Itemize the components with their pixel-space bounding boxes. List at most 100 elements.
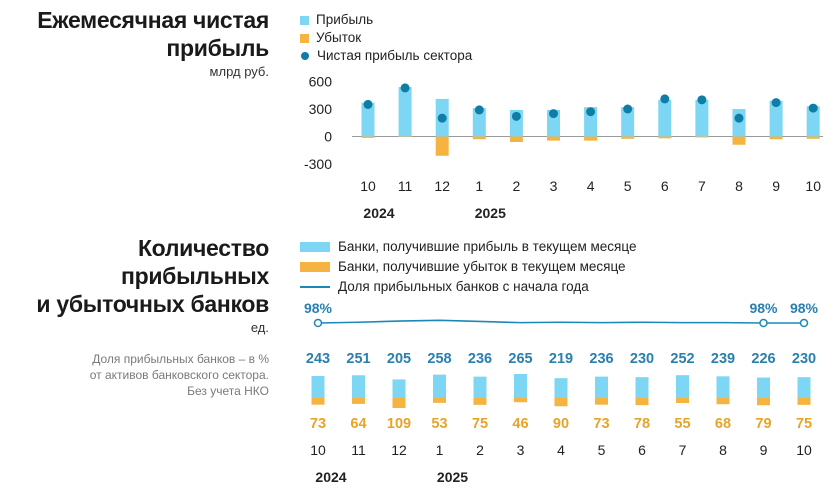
loss-banks-label: 46: [512, 416, 528, 432]
loss-bar: [361, 136, 375, 138]
x-tick-label: 12: [391, 442, 407, 458]
legend-item-profit: Прибыль: [300, 11, 472, 29]
note-line-2: от активов банковского сектора.: [89, 368, 269, 382]
loss-banks-bar: [433, 398, 446, 403]
profit-banks-label: 265: [508, 351, 532, 367]
bottom-chart-note: Доля прибыльных банков – в % от активов …: [90, 351, 269, 399]
net-profit-point: [363, 99, 373, 109]
loss-banks-label: 55: [674, 416, 690, 432]
x-tick-label: 7: [698, 178, 706, 194]
profit-banks-label: 236: [589, 351, 613, 367]
y-tick-label: -300: [304, 156, 332, 172]
share-label: 98%: [749, 300, 778, 316]
net-profit-point: [586, 107, 596, 117]
loss-banks-label: 109: [387, 416, 411, 432]
profit-banks-label: 243: [306, 351, 330, 367]
profit-banks-bar: [716, 376, 730, 398]
loss-banks-label: 90: [553, 416, 569, 432]
profit-banks-label: 252: [670, 351, 694, 367]
x-tick-label: 3: [517, 442, 525, 458]
net-profit-point: [697, 95, 707, 105]
x-tick-label: 11: [351, 442, 366, 458]
loss-banks-label: 53: [431, 416, 447, 432]
loss-bar: [435, 136, 449, 156]
profit-banks-bar: [554, 378, 568, 398]
net-profit-point: [808, 103, 818, 113]
x-tick-label: 4: [587, 178, 595, 194]
profit-banks-bar: [676, 375, 689, 398]
x-tick-label: 10: [796, 442, 812, 458]
x-tick-label: 5: [624, 178, 632, 194]
profit-banks-label: 219: [549, 351, 573, 367]
top-chart-title: Ежемесячная чистая прибыль: [37, 6, 269, 62]
x-tick-label: 6: [661, 178, 669, 194]
legend-label-profit: Прибыль: [316, 12, 374, 27]
share-point: [759, 318, 768, 328]
x-tick-label: 1: [475, 178, 483, 194]
loss-banks-bar: [392, 398, 406, 408]
loss-banks-bar: [595, 398, 608, 405]
profit-bar: [361, 102, 375, 137]
net-profit-point: [734, 113, 744, 123]
legend-item-profit-banks: Банки, получившие прибыль в текущем меся…: [300, 238, 636, 256]
loss-banks-bar: [635, 398, 649, 406]
bottom-legend: Банки, получившие прибыль в текущем меся…: [300, 238, 636, 296]
profit-banks-bar: [392, 379, 406, 398]
legend-label-share: Доля прибыльных банков с начала года: [338, 279, 589, 294]
x-tick-label: 9: [760, 442, 768, 458]
legend-item-net: Чистая прибыль сектора: [300, 47, 472, 65]
loss-bar: [547, 136, 560, 141]
loss-banks-bar: [676, 398, 689, 404]
note-line-3: Без учета НКО: [187, 384, 269, 398]
legend-swatch-profit: [300, 15, 309, 25]
bottom-title-line-2: прибыльных: [120, 263, 269, 289]
top-title-line-1: Ежемесячная чистая: [37, 7, 269, 33]
x-tick-label: 1: [436, 442, 444, 458]
x-tick-label: 11: [398, 178, 413, 194]
bottom-chart-title: Количество прибыльных и убыточных банков: [36, 234, 269, 318]
profit-banks-label: 236: [468, 351, 492, 367]
net-profit-point: [437, 113, 447, 123]
loss-bar: [584, 136, 598, 141]
x-tick-label: 7: [679, 442, 687, 458]
legend-item-loss: Убыток: [300, 29, 472, 47]
year-label: 2025: [437, 469, 468, 485]
x-tick-label: 10: [310, 442, 326, 458]
loss-banks-label: 73: [593, 416, 609, 432]
loss-bar: [695, 136, 709, 138]
x-tick-label: 10: [805, 178, 821, 194]
share-label: 98%: [304, 300, 333, 316]
profit-bar: [769, 100, 783, 137]
net-profit-point: [660, 94, 670, 104]
profit-banks-bar: [797, 377, 811, 398]
share-label: 98%: [790, 300, 819, 316]
x-tick-label: 9: [772, 178, 780, 194]
legend-label-profit-banks: Банки, получившие прибыль в текущем меся…: [338, 239, 637, 254]
x-tick-label: 10: [360, 178, 376, 194]
profit-banks-bar: [595, 376, 608, 398]
loss-bar: [472, 136, 486, 140]
year-label: 2025: [475, 205, 506, 221]
net-profit-point: [623, 104, 633, 114]
x-tick-label: 8: [719, 442, 727, 458]
loss-banks-bar: [757, 398, 770, 406]
legend-item-loss-banks: Банки, получившие убыток в текущем месяц…: [300, 258, 636, 276]
legend-label-loss: Убыток: [316, 30, 362, 45]
x-tick-label: 2: [476, 442, 484, 458]
x-tick-label: 2: [513, 178, 521, 194]
profit-bar: [398, 87, 412, 137]
loss-banks-label: 78: [634, 416, 650, 432]
x-tick-label: 6: [638, 442, 646, 458]
profit-banks-label: 205: [387, 351, 411, 367]
loss-banks-bar: [514, 398, 527, 403]
profit-banks-bar: [352, 375, 365, 398]
year-label: 2024: [315, 469, 346, 485]
top-chart-unit: млрд руб.: [209, 64, 269, 79]
loss-banks-label: 68: [715, 416, 731, 432]
legend-swatch-net: [301, 52, 309, 60]
profit-banks-bar: [635, 377, 649, 398]
profit-bar: [658, 99, 672, 137]
profit-banks-bar: [757, 377, 770, 398]
x-tick-label: 3: [550, 178, 558, 194]
